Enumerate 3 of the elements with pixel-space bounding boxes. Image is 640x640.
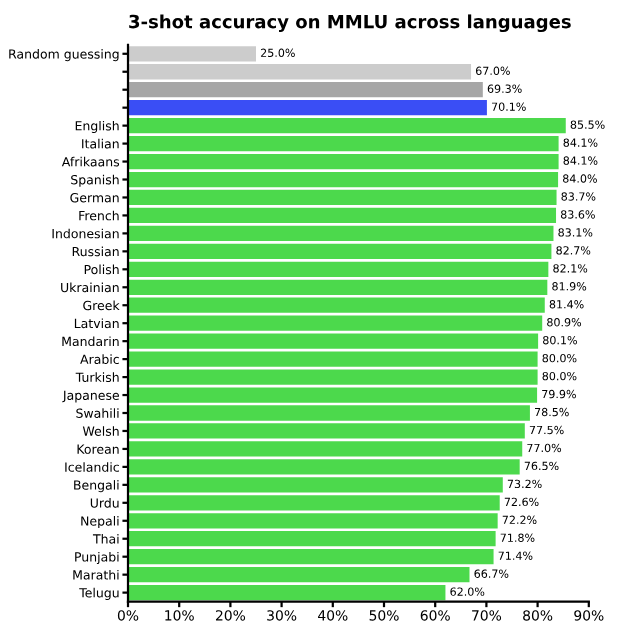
bar — [128, 82, 483, 98]
bar — [128, 100, 487, 116]
chart-title: 3-shot accuracy on MMLU across languages — [129, 14, 571, 33]
